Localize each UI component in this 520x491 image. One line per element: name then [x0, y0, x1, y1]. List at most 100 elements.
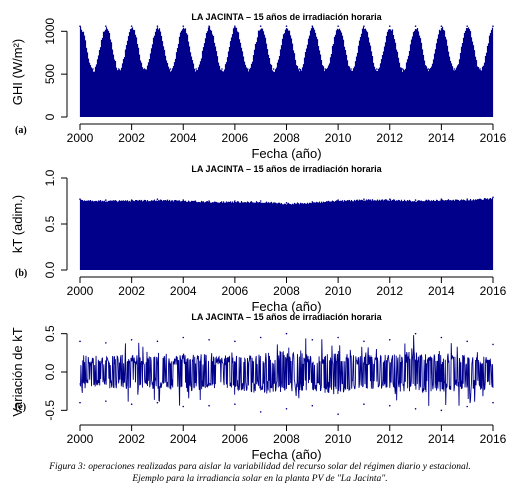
- x-tick-label: 2010: [325, 432, 352, 446]
- data-point: [143, 68, 146, 70]
- series-line: [79, 335, 494, 406]
- data-point: [234, 200, 236, 202]
- x-tick-label: 2016: [480, 284, 507, 298]
- data-point-lower: [311, 404, 314, 407]
- data-point: [388, 25, 391, 27]
- data-point-upper: [466, 340, 468, 343]
- data-point: [337, 199, 339, 201]
- x-tick-label: 2008: [273, 131, 300, 145]
- data-point-upper: [440, 336, 443, 339]
- x-tick-label: 2006: [222, 432, 249, 446]
- x-tick-label: 2012: [376, 432, 403, 446]
- y-tick-label: 0.5: [43, 215, 57, 232]
- data-point: [388, 198, 391, 200]
- x-tick-label: 2016: [480, 131, 507, 145]
- y-axis-label: kT (adim.): [10, 195, 25, 253]
- data-point: [92, 68, 94, 70]
- y-axis-label: GHI (W/m²): [10, 39, 25, 105]
- x-tick-label: 2004: [170, 131, 197, 145]
- data-point: [363, 198, 365, 200]
- data-point: [311, 201, 314, 203]
- data-point-lower: [414, 408, 417, 410]
- data-point: [440, 198, 443, 200]
- data-point-lower: [182, 405, 185, 408]
- chart-title: LA JACINTA – 15 años de irradiación hora…: [191, 164, 382, 174]
- data-point: [182, 25, 185, 27]
- data-point: [259, 25, 262, 27]
- data-point: [414, 199, 417, 201]
- data-point: [79, 198, 81, 200]
- x-tick-label: 2004: [170, 284, 197, 298]
- x-tick-label: 2004: [170, 432, 197, 446]
- x-axis-label: Fecha (año): [251, 447, 321, 462]
- data-point-upper: [105, 342, 107, 344]
- y-tick-label: -0.5: [43, 400, 57, 421]
- data-point-upper: [285, 332, 288, 335]
- data-point-lower: [388, 404, 391, 407]
- x-tick-label: 2002: [118, 284, 145, 298]
- y-tick-label: 0: [43, 113, 57, 120]
- data-point: [298, 68, 301, 70]
- data-point-upper: [492, 343, 494, 346]
- data-point: [324, 68, 327, 70]
- data-point: [246, 68, 249, 70]
- y-tick-label: 0.5: [43, 325, 57, 342]
- x-tick-label: 2006: [222, 284, 249, 298]
- data-point: [466, 198, 468, 200]
- data-point-lower: [156, 401, 159, 404]
- x-axis-label: Fecha (año): [251, 299, 321, 314]
- data-point-lower: [363, 403, 365, 406]
- data-point: [311, 25, 314, 27]
- panel-label: (c): [15, 402, 26, 413]
- data-point-upper: [414, 332, 417, 335]
- data-point-lower: [337, 413, 339, 415]
- data-point: [479, 68, 481, 70]
- data-point-lower: [208, 404, 210, 407]
- data-point: [376, 68, 378, 70]
- data-point: [156, 25, 159, 27]
- data-point: [208, 25, 210, 27]
- data-point: [221, 68, 223, 70]
- data-point-lower: [130, 403, 133, 406]
- caption-line-1: Figura 3: operaciones realizadas para ai…: [48, 462, 471, 472]
- data-point: [440, 25, 443, 27]
- x-tick-label: 2008: [273, 432, 300, 446]
- x-tick-label: 2002: [118, 432, 145, 446]
- y-tick-label: 1.0: [43, 169, 57, 186]
- data-point: [156, 198, 159, 200]
- data-point-lower: [285, 408, 288, 410]
- panel-a: LA JACINTA – 15 años de irradiación hora…: [10, 12, 507, 161]
- panel-b: LA JACINTA – 15 años de irradiación hora…: [10, 164, 507, 314]
- x-tick-label: 2014: [428, 284, 455, 298]
- data-point-upper: [156, 340, 159, 343]
- x-tick-label: 2008: [273, 284, 300, 298]
- x-tick-label: 2012: [376, 284, 403, 298]
- data-point: [363, 25, 365, 27]
- x-tick-label: 2002: [118, 131, 145, 145]
- data-point-lower: [440, 409, 443, 412]
- data-point: [272, 68, 275, 70]
- panel-label: (b): [15, 268, 27, 279]
- panel-label: (a): [15, 125, 27, 136]
- x-tick-label: 2012: [376, 131, 403, 145]
- data-point: [130, 25, 133, 27]
- data-point: [105, 25, 107, 27]
- data-point: [350, 68, 352, 70]
- data-point-lower: [492, 401, 494, 404]
- data-point: [182, 199, 185, 201]
- y-axis-label: Variación de kT: [10, 327, 25, 416]
- data-point-upper: [337, 336, 339, 339]
- x-axis-label: Fecha (año): [251, 146, 321, 161]
- data-point-upper: [363, 340, 365, 343]
- y-tick-label: 0.0: [43, 261, 57, 278]
- data-point: [492, 196, 494, 199]
- data-point: [337, 25, 339, 27]
- x-tick-label: 2006: [222, 131, 249, 145]
- data-point: [453, 68, 456, 70]
- data-point: [401, 68, 404, 70]
- panel-c: LA JACINTA – 15 años de irradiación hora…: [10, 312, 507, 462]
- x-tick-label: 2000: [67, 284, 94, 298]
- data-point-lower: [79, 401, 81, 404]
- y-tick-label: 0.0: [43, 363, 57, 380]
